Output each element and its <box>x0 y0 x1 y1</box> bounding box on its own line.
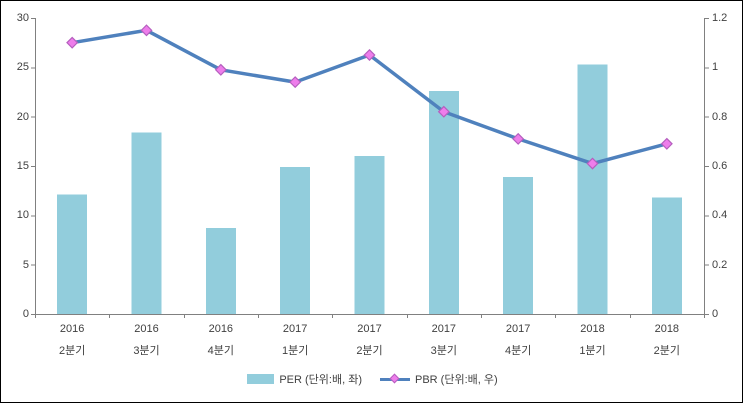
per-bar-swatch-icon <box>247 374 275 384</box>
per-bar-3 <box>280 166 311 314</box>
x-label-year-0: 2016 <box>59 323 85 335</box>
per-bar-7 <box>577 64 608 314</box>
right-axis-label-0: 0 <box>712 308 719 320</box>
x-label-quarter-8: 2분기 <box>653 345 680 357</box>
x-label-year-8: 2018 <box>654 323 680 335</box>
left-axis-label-30: 30 <box>16 12 29 24</box>
right-axis-label-1: 1 <box>712 61 719 74</box>
right-axis-label-1.2: 1.2 <box>712 12 728 24</box>
per-bar-0 <box>57 194 88 314</box>
x-label-quarter-6: 4분기 <box>504 345 532 357</box>
x-label-quarter-3: 1분기 <box>281 345 309 357</box>
left-axis-label-15: 15 <box>16 160 29 172</box>
x-label-quarter-7: 1분기 <box>579 345 606 357</box>
per-legend-label: PER (단위:배, 좌) <box>279 374 362 386</box>
left-axis-label-25: 25 <box>16 61 29 74</box>
pbr-line-swatch-icon <box>380 373 410 385</box>
x-label-year-2: 2016 <box>208 323 234 335</box>
legend-item-per: PER (단위:배, 좌) <box>247 371 362 387</box>
pbr-marker-3 <box>289 76 302 89</box>
per-bar-4 <box>354 156 385 314</box>
legend-item-pbr: PBR (단위:배, 우) <box>380 371 498 387</box>
x-label-year-1: 2016 <box>134 323 159 335</box>
x-label-quarter-1: 3분기 <box>133 345 160 357</box>
per-bar-5 <box>428 91 459 314</box>
pbr-marker-0 <box>66 36 79 49</box>
right-axis-label-0.4: 0.4 <box>712 209 728 222</box>
x-label-year-5: 2017 <box>431 323 457 335</box>
pbr-legend-label: PBR (단위:배, 우) <box>415 374 498 386</box>
left-axis-label-10: 10 <box>16 209 29 222</box>
per-bar-8 <box>651 197 682 314</box>
x-label-year-7: 2018 <box>580 323 605 335</box>
per-bar-1 <box>131 132 162 314</box>
pbr-marker-2 <box>214 63 227 76</box>
pbr-marker-1 <box>140 24 153 37</box>
x-label-quarter-5: 3분기 <box>430 345 457 357</box>
right-axis-label-0.6: 0.6 <box>712 160 728 172</box>
left-axis-label-0: 0 <box>22 308 29 320</box>
left-axis-label-5: 5 <box>22 258 29 271</box>
right-axis-label-0.8: 0.8 <box>712 110 728 123</box>
pbr-marker-6 <box>512 132 525 145</box>
pbr-marker-8 <box>660 137 673 150</box>
per-bar-6 <box>503 176 534 314</box>
pbr-marker-7 <box>586 157 599 170</box>
pbr-swatch-diamond-icon <box>389 373 400 384</box>
x-label-quarter-2: 4분기 <box>207 345 234 357</box>
per-bar-2 <box>205 228 236 314</box>
x-label-year-4: 2017 <box>357 323 382 335</box>
pbr-marker-4 <box>363 48 376 62</box>
x-label-year-6: 2017 <box>505 323 531 335</box>
pbr-marker-5 <box>437 105 450 118</box>
x-label-year-3: 2017 <box>282 323 308 335</box>
right-axis-label-0.2: 0.2 <box>712 258 728 271</box>
x-label-quarter-0: 2분기 <box>58 345 86 357</box>
x-label-quarter-4: 2분기 <box>356 345 383 357</box>
left-axis-label-20: 20 <box>16 110 29 123</box>
legend: PER (단위:배, 좌) PBR (단위:배, 우) <box>1 370 742 388</box>
